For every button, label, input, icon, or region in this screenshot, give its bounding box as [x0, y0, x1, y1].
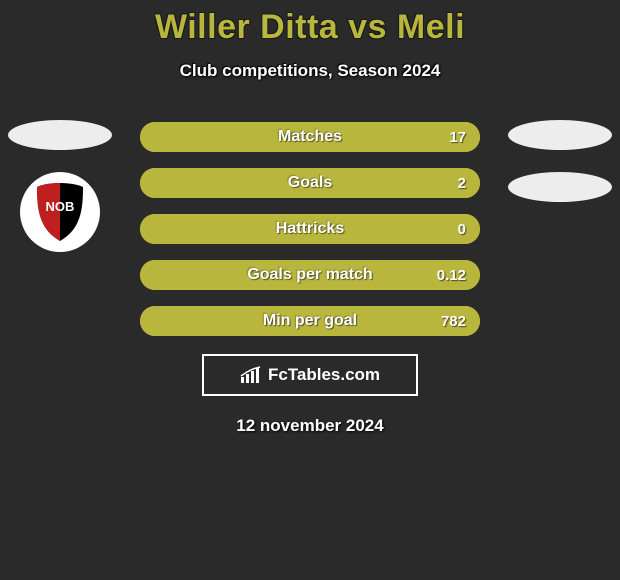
bar-outline [140, 260, 480, 290]
brand-box: FcTables.com [202, 354, 418, 396]
player-photo-placeholder-left [8, 120, 112, 150]
left-player-column: NOB [8, 120, 112, 252]
bar-outline [140, 306, 480, 336]
stat-row-min-per-goal: Min per goal 782 [140, 306, 480, 336]
page-title: Willer Ditta vs Meli [0, 8, 620, 47]
bar-outline [140, 214, 480, 244]
stat-row-goals-per-match: Goals per match 0.12 [140, 260, 480, 290]
stat-row-goals: Goals 2 [140, 168, 480, 198]
player-photo-placeholder-right-1 [508, 120, 612, 150]
club-logo-left: NOB [20, 172, 100, 252]
player-photo-placeholder-right-2 [508, 172, 612, 202]
brand-text: FcTables.com [268, 365, 380, 385]
stats-bars: Matches 17 Goals 2 Hattricks 0 Goals per… [140, 122, 480, 436]
stat-row-hattricks: Hattricks 0 [140, 214, 480, 244]
right-player-column [508, 120, 612, 224]
stat-row-matches: Matches 17 [140, 122, 480, 152]
bar-outline [140, 122, 480, 152]
bar-outline [140, 168, 480, 198]
shield-icon: NOB [33, 181, 87, 243]
brand-chart-icon [240, 366, 262, 384]
date-text: 12 november 2024 [140, 416, 480, 436]
subtitle: Club competitions, Season 2024 [0, 61, 620, 81]
club-logo-text: NOB [46, 199, 75, 214]
